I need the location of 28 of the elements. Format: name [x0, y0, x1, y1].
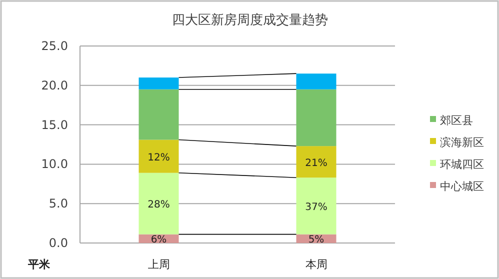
y-tick-label: 15.0 [41, 118, 68, 132]
annotation: 5% [308, 234, 324, 246]
bar [296, 178, 336, 234]
bar [138, 78, 179, 90]
annotation: 28% [148, 200, 170, 211]
bar [138, 140, 179, 173]
legend-label: 郊区县 [440, 114, 473, 127]
bar [296, 89, 336, 146]
annotation: 21% [305, 158, 328, 169]
x-tick-label: 本周 [305, 258, 328, 271]
legend-label: 环城四区 [440, 158, 484, 171]
bar [296, 74, 336, 90]
bar [138, 172, 179, 234]
y-tick-label: 5.0 [48, 196, 68, 211]
annotation: 37% [305, 202, 328, 213]
annotation: 6% [150, 234, 167, 246]
legend-label: 中心城区 [440, 180, 484, 193]
bar [138, 89, 179, 140]
chart-title: 四大区新房周度成交量趋势 [172, 12, 328, 28]
y-tick-label: 25.0 [41, 39, 68, 53]
y-tick-label: 0.0 [48, 236, 68, 250]
y-tick-label: 20.0 [41, 78, 68, 92]
x-tick-label: 上周 [148, 258, 170, 271]
y-tick-label: 10.0 [41, 157, 68, 172]
y-axis-title: 平米 [27, 258, 51, 271]
annotation: 12% [148, 152, 170, 164]
legend-label: 滨海新区 [440, 136, 484, 149]
bar [296, 146, 336, 178]
